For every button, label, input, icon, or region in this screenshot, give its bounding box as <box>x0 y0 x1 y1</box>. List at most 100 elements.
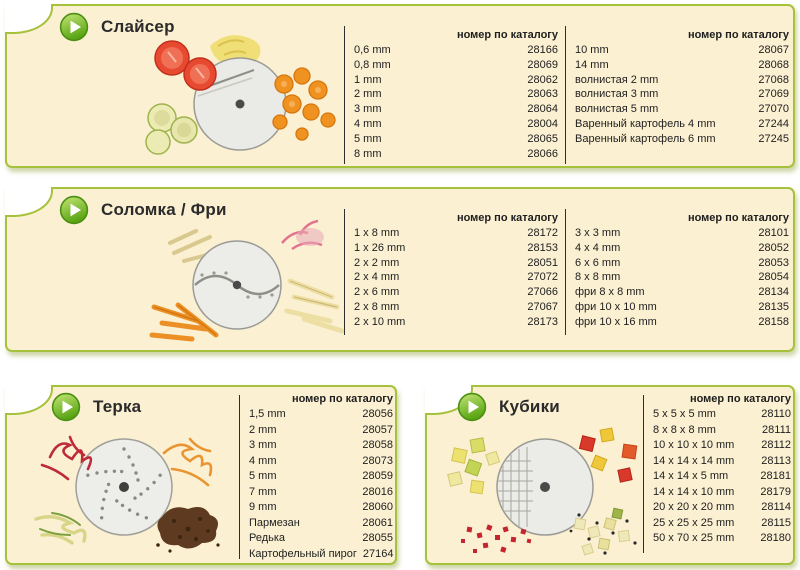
play-icon <box>457 392 487 422</box>
table-row: Варенный картофель 4 mm 27244 <box>575 117 789 132</box>
catalog-number: 28181 <box>760 470 791 482</box>
column-divider <box>643 395 644 553</box>
size-label: 2 mm <box>354 88 382 101</box>
panel-title: Соломка / Фри <box>101 200 227 219</box>
size-label: 2 mm <box>249 423 277 436</box>
table-row: 20 x 20 x 20 mm 28114 <box>653 500 791 516</box>
size-label: Варенный картофель 6 mm <box>575 132 716 145</box>
table-row: 1 x 8 mm 28172 <box>354 226 558 241</box>
catalog-column-header: номер по каталогу <box>689 393 791 405</box>
table-row: 10 x 10 x 10 mm 28112 <box>653 438 791 454</box>
size-label: 4 x 4 mm <box>575 241 621 254</box>
catalog-table: 10 mm 28067 14 mm 28068 волнистая 2 mm 27068 в… <box>575 43 789 147</box>
size-label: 6 x 6 mm <box>575 256 621 269</box>
catalog-number: 28016 <box>362 485 393 498</box>
catalog-number: 28115 <box>761 516 791 529</box>
size-label: волнистая 3 mm <box>575 88 659 101</box>
catalog-number: 27245 <box>758 132 789 145</box>
size-label: Картофельный пирог <box>249 547 357 560</box>
size-label: 8 mm <box>354 147 382 160</box>
catalog-number: 28113 <box>761 454 791 467</box>
table-row: 7 mm 28016 <box>249 485 393 501</box>
size-label: 1 mm <box>354 73 382 86</box>
column-divider <box>565 26 566 164</box>
catalog-table: 1 x 8 mm 28172 1 x 26 mm 28153 2 x 2 mm 28051… <box>354 226 558 330</box>
catalog-number: 27068 <box>758 73 789 86</box>
column-divider <box>344 209 345 335</box>
grater-illustration <box>34 435 220 553</box>
size-label: 5 mm <box>354 132 382 145</box>
table-row: 14 x 14 x 5 mm 28181 <box>653 469 791 485</box>
table-row: 25 x 25 x 25 mm 28115 <box>653 516 791 532</box>
size-label: 0,8 mm <box>354 58 391 71</box>
table-row: Пармезан 28061 <box>249 516 393 532</box>
catalog-table: 1,5 mm 28056 2 mm 28057 3 mm 28058 4 mm 28073 5 … <box>249 407 394 562</box>
catalog-number: 28057 <box>362 423 393 436</box>
catalog-number: 28064 <box>527 103 558 116</box>
table-row: 8 x 8 mm 28054 <box>575 270 789 285</box>
table-row: 50 x 70 x 25 mm 28180 <box>653 531 791 547</box>
catalog-number: 27070 <box>758 103 789 116</box>
column-divider <box>565 209 566 335</box>
table-row: 3 mm 28058 <box>249 438 393 454</box>
size-label: 3 mm <box>354 103 382 116</box>
table-row: 2 x 10 mm 28173 <box>354 315 558 330</box>
size-label: 2 x 8 mm <box>354 300 400 313</box>
size-label: 50 x 70 x 25 mm <box>653 532 735 544</box>
size-label: 2 x 4 mm <box>354 271 400 284</box>
size-label: 8 x 8 x 8 mm <box>653 423 716 436</box>
table-row: 5 mm 28059 <box>249 469 393 485</box>
catalog-number: 28069 <box>527 58 558 71</box>
table-row: 14 x 14 x 10 mm 28179 <box>653 485 791 501</box>
size-label: 10 x 10 x 10 mm <box>653 439 735 451</box>
table-row: 1,5 mm 28056 <box>249 407 393 423</box>
table-row: Редька 28055 <box>249 531 393 547</box>
size-label: фри 10 x 10 mm <box>575 300 657 313</box>
size-label: 8 x 8 mm <box>575 271 621 284</box>
catalog-number: 28051 <box>527 256 558 269</box>
table-row: фри 10 x 10 mm 28135 <box>575 300 789 315</box>
catalog-number: 28061 <box>362 516 393 529</box>
table-row: 0,8 mm 28069 <box>354 58 558 73</box>
catalog-number: 28052 <box>758 241 789 254</box>
size-label: волнистая 5 mm <box>575 103 659 116</box>
table-row: 2 x 2 mm 28051 <box>354 256 558 271</box>
catalog-number: 28180 <box>760 532 791 544</box>
catalog-number: 27066 <box>527 286 558 299</box>
size-label: 10 mm <box>575 44 609 56</box>
catalog-number: 28111 <box>762 423 791 436</box>
size-label: 25 x 25 x 25 mm <box>653 516 735 529</box>
size-label: 5 mm <box>249 470 277 482</box>
size-label: Пармезан <box>249 516 300 529</box>
table-row: 2 x 6 mm 27066 <box>354 285 558 300</box>
size-label: 2 x 2 mm <box>354 256 400 269</box>
catalog-number: 28004 <box>527 117 558 130</box>
catalog-number: 27069 <box>758 88 789 101</box>
catalog-column-header: номер по каталогу <box>456 212 558 224</box>
column-divider <box>239 395 240 559</box>
size-label: 2 x 6 mm <box>354 286 400 299</box>
panel-julienne: Соломка / Фри <box>5 187 795 352</box>
catalog-number: 28153 <box>527 241 558 254</box>
catalog-number: 28056 <box>362 408 393 420</box>
size-label: 2 x 10 mm <box>354 315 406 328</box>
catalog-table: 0,6 mm 28166 0,8 mm 28069 1 mm 28062 2 mm 28063… <box>354 43 558 161</box>
catalog-number: 28067 <box>758 44 789 56</box>
catalog-number: 28054 <box>758 271 789 284</box>
catalog-column-header: номер по каталогу <box>291 393 393 405</box>
size-label: 5 x 5 x 5 mm <box>653 408 716 420</box>
catalog-number: 27072 <box>527 271 558 284</box>
size-label: 1,5 mm <box>249 408 286 420</box>
catalog-number: 28101 <box>758 227 789 239</box>
catalog-number: 28158 <box>758 315 789 328</box>
catalog-column-header: номер по каталогу <box>456 29 558 41</box>
catalog-number: 28062 <box>527 73 558 86</box>
catalog-number: 28166 <box>527 44 558 56</box>
catalog-number: 28060 <box>362 501 393 513</box>
size-label: 1 x 26 mm <box>354 241 406 254</box>
table-row: 14 mm 28068 <box>575 58 789 73</box>
catalog-number: 28135 <box>758 300 789 313</box>
catalog-number: 27164 <box>362 547 394 560</box>
table-row: волнистая 3 mm 27069 <box>575 87 789 102</box>
slicer-illustration <box>145 35 336 155</box>
